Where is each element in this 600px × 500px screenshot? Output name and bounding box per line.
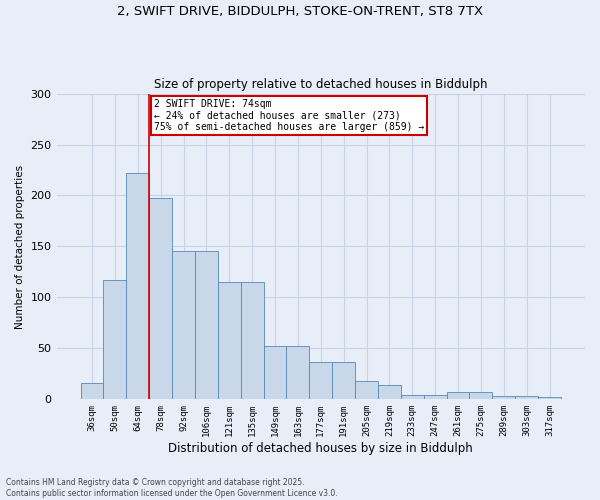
Bar: [263, 346, 286, 400]
Bar: [493, 396, 515, 400]
Title: Size of property relative to detached houses in Biddulph: Size of property relative to detached ho…: [154, 78, 488, 91]
Bar: [401, 396, 424, 400]
Bar: [172, 250, 195, 400]
Bar: [80, 383, 103, 400]
Bar: [515, 396, 538, 400]
Text: 2 SWIFT DRIVE: 74sqm
← 24% of detached houses are smaller (273)
75% of semi-deta: 2 SWIFT DRIVE: 74sqm ← 24% of detached h…: [154, 98, 424, 132]
Bar: [469, 392, 493, 400]
Text: 2, SWIFT DRIVE, BIDDULPH, STOKE-ON-TRENT, ST8 7TX: 2, SWIFT DRIVE, BIDDULPH, STOKE-ON-TRENT…: [117, 5, 483, 18]
Y-axis label: Number of detached properties: Number of detached properties: [15, 164, 25, 328]
Bar: [127, 173, 149, 400]
Text: Contains HM Land Registry data © Crown copyright and database right 2025.
Contai: Contains HM Land Registry data © Crown c…: [6, 478, 338, 498]
Bar: [378, 385, 401, 400]
Bar: [241, 282, 263, 400]
Bar: [195, 250, 218, 400]
Bar: [149, 198, 172, 400]
Bar: [218, 282, 241, 400]
X-axis label: Distribution of detached houses by size in Biddulph: Distribution of detached houses by size …: [169, 442, 473, 455]
Bar: [538, 398, 561, 400]
Bar: [446, 392, 469, 400]
Bar: [310, 362, 332, 400]
Bar: [103, 280, 127, 400]
Bar: [424, 396, 446, 400]
Bar: [332, 362, 355, 400]
Bar: [286, 346, 310, 400]
Bar: [355, 381, 378, 400]
